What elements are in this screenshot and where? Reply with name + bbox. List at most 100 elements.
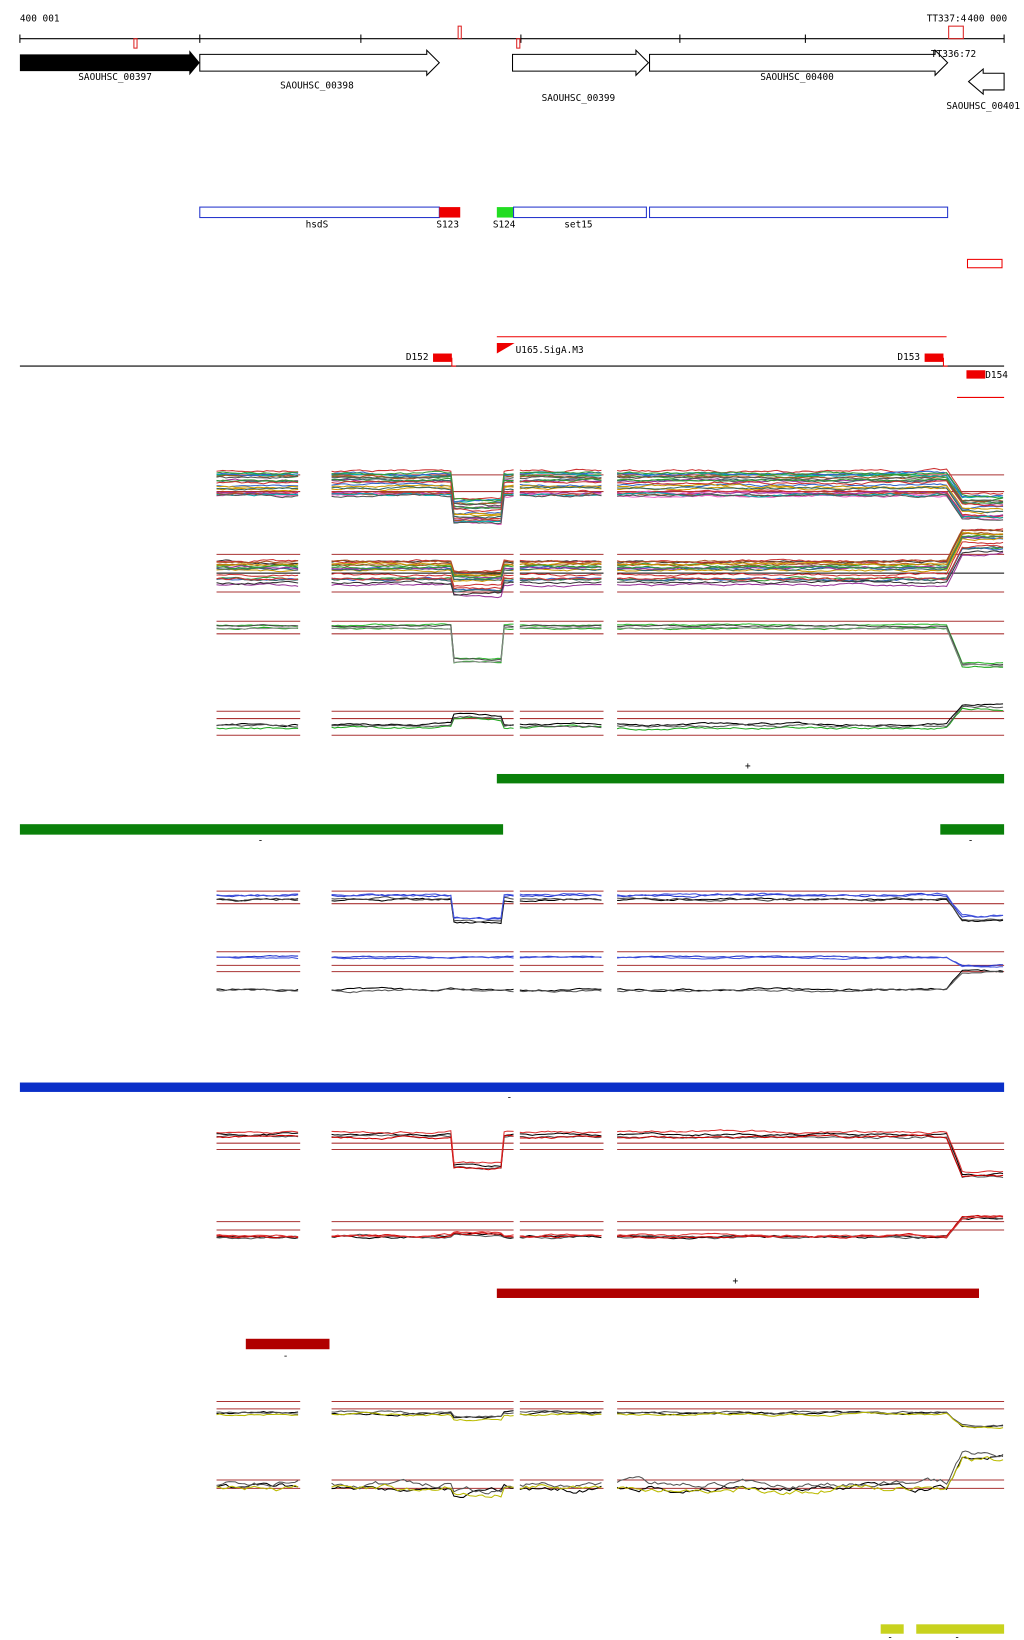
- trace: [216, 487, 299, 491]
- trace: [617, 1411, 1004, 1429]
- trace: [519, 1410, 602, 1416]
- trace: [331, 1232, 514, 1240]
- trace: [331, 566, 514, 579]
- trace: [617, 897, 1004, 922]
- trace: [617, 623, 1004, 665]
- trace: [331, 988, 514, 994]
- trace: [331, 582, 514, 599]
- site-box: [496, 207, 514, 218]
- trace: [617, 624, 1004, 666]
- ruler-ticks: [19, 34, 1005, 43]
- trace: [519, 627, 602, 630]
- trace: [616, 1455, 1004, 1496]
- trace: [216, 894, 299, 898]
- trace: [519, 486, 602, 489]
- promoter: [924, 353, 944, 362]
- trace: [519, 892, 602, 896]
- trace: [331, 716, 514, 730]
- promoter-label: D154: [985, 370, 1008, 381]
- strand-bar: [19, 824, 504, 835]
- trace: [519, 577, 602, 582]
- trace: [519, 1485, 602, 1494]
- trace: [519, 989, 602, 993]
- trace: [331, 490, 514, 523]
- gene-arrow: [511, 48, 650, 77]
- strand-label: -: [968, 835, 974, 846]
- trace: [519, 626, 602, 629]
- trace: [519, 562, 602, 566]
- trace: [617, 552, 1004, 588]
- upshift-flag: [496, 343, 515, 367]
- trace: [519, 564, 602, 569]
- trace: [331, 1134, 514, 1171]
- trace: [331, 893, 514, 920]
- trace: [216, 471, 299, 475]
- trace: [216, 493, 299, 499]
- trace: [331, 474, 514, 506]
- strand-label: -: [954, 1632, 960, 1640]
- trace: [617, 1135, 1004, 1179]
- site-box: [439, 207, 461, 218]
- trace: [519, 471, 602, 474]
- trace: [617, 532, 1004, 567]
- trace: [519, 1409, 602, 1415]
- trace: [216, 472, 299, 477]
- trace: [331, 577, 514, 590]
- trace: [617, 550, 1004, 585]
- trace: [617, 1129, 1004, 1174]
- trace: [617, 534, 1004, 570]
- strand-bar: [496, 773, 1005, 784]
- trace: [519, 1484, 602, 1490]
- coord-left: 400 001: [20, 13, 60, 24]
- strand-bar: [496, 1288, 980, 1298]
- trace: [216, 559, 299, 564]
- trace: [519, 725, 602, 729]
- trace: [331, 561, 514, 577]
- gene-label: SAOUHSC_00397: [78, 72, 152, 83]
- trace: [216, 727, 299, 730]
- trace: [617, 541, 1004, 577]
- trace: [331, 1478, 514, 1495]
- coord-right: 400 000: [967, 13, 1007, 24]
- trace: [216, 1234, 299, 1238]
- trace: [519, 489, 602, 494]
- trace: [617, 535, 1004, 572]
- trace: [331, 1233, 514, 1239]
- gene-label: SAOUHSC_00399: [542, 93, 616, 104]
- feature-label: set15: [564, 219, 592, 230]
- trace: [617, 492, 1004, 519]
- trace: [331, 470, 514, 502]
- trace: [519, 572, 602, 577]
- trace: [616, 1454, 1004, 1494]
- trace: [216, 627, 299, 630]
- trace: [617, 486, 1004, 514]
- trace: [216, 988, 299, 993]
- trace: [331, 1411, 514, 1422]
- trace: [519, 480, 602, 484]
- gene-arrow: [967, 67, 1005, 96]
- trace: [616, 705, 1004, 729]
- strand-bar: [245, 1338, 330, 1350]
- promoter-leg: [942, 357, 948, 367]
- trace: [216, 580, 299, 586]
- trace: [617, 892, 1004, 918]
- trace: [617, 493, 1004, 521]
- trace: [331, 484, 514, 516]
- feature-box: [966, 258, 1003, 269]
- layout: [19, 25, 1005, 1634]
- trace: [331, 1130, 514, 1164]
- trace: [519, 1482, 602, 1489]
- trace: [519, 583, 602, 588]
- trace: [216, 893, 299, 897]
- trace: [331, 627, 514, 664]
- trace: [331, 569, 514, 582]
- trace: [331, 624, 514, 661]
- trace: [216, 624, 299, 627]
- trace: [617, 1134, 1004, 1178]
- trace: [331, 563, 514, 577]
- trace: [519, 624, 602, 628]
- trace: [216, 479, 299, 483]
- trace: [519, 567, 602, 571]
- trace: [216, 469, 299, 473]
